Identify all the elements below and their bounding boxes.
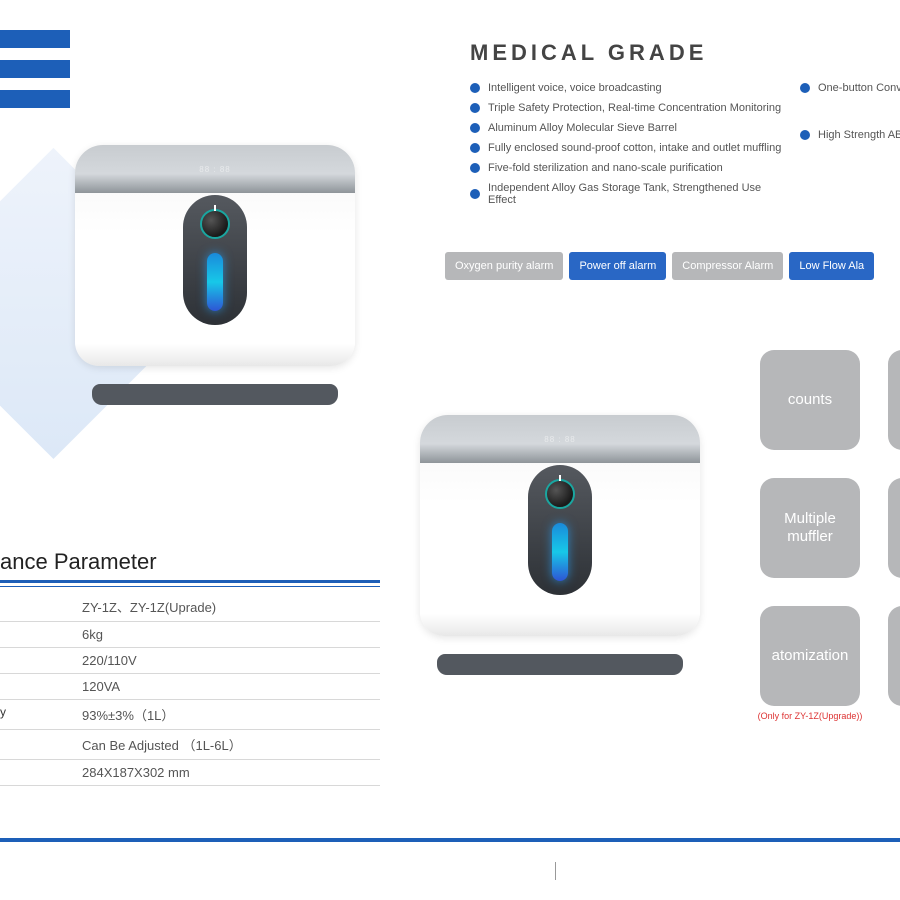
alarm-row: Oxygen purity alarmPower off alarmCompre… bbox=[445, 252, 874, 280]
bullet-icon bbox=[800, 130, 810, 140]
tile-label: Multiple muffler bbox=[784, 510, 836, 546]
alarm-badge: Compressor Alarm bbox=[672, 252, 783, 280]
param-row: 120VA bbox=[0, 674, 380, 700]
product-image-right: 88 : 88 bbox=[420, 415, 700, 675]
param-row: y93%±3%（1L） bbox=[0, 700, 380, 730]
page-divider bbox=[555, 862, 556, 880]
feature-item: High Strength ABS Pl bbox=[800, 129, 900, 141]
feature-tile: counts bbox=[760, 350, 860, 450]
param-label bbox=[0, 679, 82, 694]
param-value: 6kg bbox=[82, 627, 380, 642]
section-heading: MEDICAL GRADE bbox=[470, 40, 707, 66]
tile-label: counts bbox=[788, 391, 832, 409]
feature-item: Triple Safety Protection, Real-time Conc… bbox=[470, 102, 790, 114]
feature-text: Independent Alloy Gas Storage Tank, Stre… bbox=[488, 182, 790, 206]
param-label bbox=[0, 653, 82, 668]
product-image-left: 88 : 88 bbox=[75, 145, 355, 405]
param-heading: ance Parameter bbox=[0, 549, 157, 575]
param-value: 93%±3%（1L） bbox=[82, 705, 380, 724]
bullet-icon bbox=[470, 103, 480, 113]
logo-bars bbox=[0, 30, 70, 120]
feature-item: Five-fold sterilization and nano-scale p… bbox=[470, 162, 790, 174]
feature-item: Aluminum Alloy Molecular Sieve Barrel bbox=[470, 122, 790, 134]
feature-tile bbox=[888, 606, 900, 706]
tile-grid: countsMultiple muffleratomization(Only f… bbox=[760, 350, 900, 734]
feature-text: High Strength ABS Pl bbox=[818, 129, 900, 141]
param-table: ZY-1Z、ZY-1Z(Uprade)6kg220/110V120VAy93%±… bbox=[0, 592, 380, 786]
param-row: 6kg bbox=[0, 622, 380, 648]
feature-tile: atomization(Only for ZY-1Z(Upgrade)) bbox=[760, 606, 860, 706]
bullet-icon bbox=[470, 83, 480, 93]
param-value: Can Be Adjusted （1L-6L） bbox=[82, 735, 380, 754]
feature-item bbox=[800, 102, 900, 121]
feature-list-right: One-button Convenie High Strength ABS Pl bbox=[800, 82, 900, 149]
feature-item: Fully enclosed sound-proof cotton, intak… bbox=[470, 142, 790, 154]
param-label bbox=[0, 765, 82, 780]
feature-item: Intelligent voice, voice broadcasting bbox=[470, 82, 790, 94]
feature-text: Five-fold sterilization and nano-scale p… bbox=[488, 162, 723, 174]
param-row: Can Be Adjusted （1L-6L） bbox=[0, 730, 380, 760]
feature-item: Independent Alloy Gas Storage Tank, Stre… bbox=[470, 182, 790, 206]
param-row: ZY-1Z、ZY-1Z(Uprade) bbox=[0, 592, 380, 622]
feature-tile: Multiple muffler bbox=[760, 478, 860, 578]
param-label bbox=[0, 735, 82, 754]
alarm-badge: Oxygen purity alarm bbox=[445, 252, 563, 280]
param-rule-thin bbox=[0, 586, 380, 587]
feature-item: One-button Convenie bbox=[800, 82, 900, 94]
param-label bbox=[0, 597, 82, 616]
feature-tile bbox=[888, 478, 900, 578]
param-value: ZY-1Z、ZY-1Z(Uprade) bbox=[82, 597, 380, 616]
feature-text: Fully enclosed sound-proof cotton, intak… bbox=[488, 142, 781, 154]
bullet-icon bbox=[470, 143, 480, 153]
bullet-icon bbox=[470, 163, 480, 173]
param-rule-thick bbox=[0, 580, 380, 583]
bottom-rule bbox=[0, 838, 900, 842]
param-value: 284X187X302 mm bbox=[82, 765, 380, 780]
feature-tile bbox=[888, 350, 900, 450]
alarm-badge: Low Flow Ala bbox=[789, 252, 874, 280]
param-row: 284X187X302 mm bbox=[0, 760, 380, 786]
param-value: 120VA bbox=[82, 679, 380, 694]
feature-text: Triple Safety Protection, Real-time Conc… bbox=[488, 102, 781, 114]
bullet-icon bbox=[470, 123, 480, 133]
feature-text: Intelligent voice, voice broadcasting bbox=[488, 82, 662, 94]
bullet-icon bbox=[470, 189, 480, 199]
param-label: y bbox=[0, 705, 82, 724]
feature-text: Aluminum Alloy Molecular Sieve Barrel bbox=[488, 122, 677, 134]
param-row: 220/110V bbox=[0, 648, 380, 674]
feature-list-left: Intelligent voice, voice broadcasting Tri… bbox=[470, 82, 790, 214]
bullet-icon bbox=[800, 83, 810, 93]
param-value: 220/110V bbox=[82, 653, 380, 668]
alarm-badge: Power off alarm bbox=[569, 252, 666, 280]
feature-text: One-button Convenie bbox=[818, 82, 900, 94]
tile-caption: (Only for ZY-1Z(Upgrade)) bbox=[758, 711, 863, 722]
param-label bbox=[0, 627, 82, 642]
tile-label: atomization bbox=[772, 647, 849, 665]
